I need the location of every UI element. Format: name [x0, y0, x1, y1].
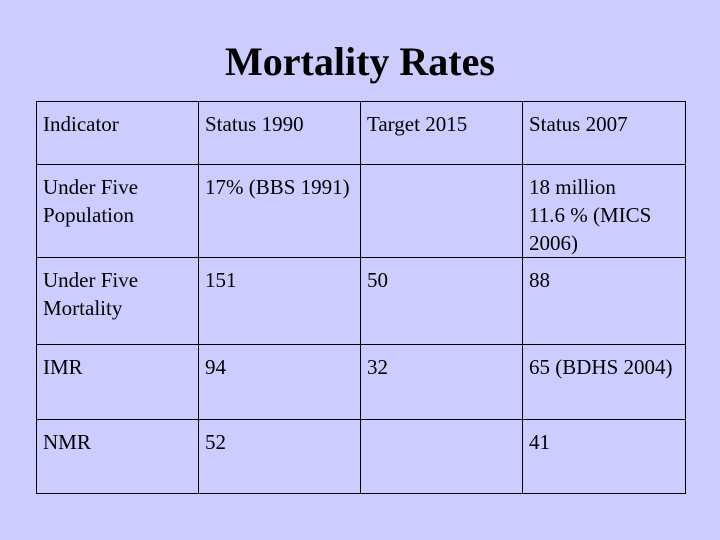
- cell-indicator: IMR: [36, 344, 199, 420]
- cell-target-2015: [360, 164, 523, 258]
- cell-status-2007-line-2: 11.6 % (MICS 2006): [529, 203, 652, 255]
- cell-indicator: NMR: [36, 419, 199, 494]
- table-row: IMR 94 32 65 (BDHS 2004): [36, 344, 686, 420]
- cell-target-2015: 50: [360, 257, 523, 345]
- header-cell-status-1990: Status 1990: [198, 101, 361, 165]
- header-cell-target-2015: Target 2015: [360, 101, 523, 165]
- table-row: Under Five Population 17% (BBS 1991) 18 …: [36, 164, 686, 258]
- cell-status-2007: 88: [522, 257, 686, 345]
- cell-status-1990: 52: [198, 419, 361, 494]
- cell-status-2007: 41: [522, 419, 686, 494]
- cell-target-2015: [360, 419, 523, 494]
- cell-status-1990: 94: [198, 344, 361, 420]
- header-cell-indicator: Indicator: [36, 101, 199, 165]
- table-row: Under Five Mortality 151 50 88: [36, 257, 686, 345]
- cell-status-2007: 18 million 11.6 % (MICS 2006): [522, 164, 686, 258]
- cell-indicator: Under Five Mortality: [36, 257, 199, 345]
- table-header-row: Indicator Status 1990 Target 2015 Status…: [36, 101, 686, 165]
- cell-target-2015: 32: [360, 344, 523, 420]
- cell-status-2007-line-1: 18 million: [529, 175, 616, 199]
- mortality-rates-table: Indicator Status 1990 Target 2015 Status…: [36, 101, 686, 494]
- cell-status-1990: 17% (BBS 1991): [198, 164, 361, 258]
- cell-status-2007: 65 (BDHS 2004): [522, 344, 686, 420]
- header-cell-status-2007: Status 2007: [522, 101, 686, 165]
- cell-indicator: Under Five Population: [36, 164, 199, 258]
- slide-title: Mortality Rates: [225, 39, 495, 84]
- table-row: NMR 52 41: [36, 419, 686, 494]
- cell-status-1990: 151: [198, 257, 361, 345]
